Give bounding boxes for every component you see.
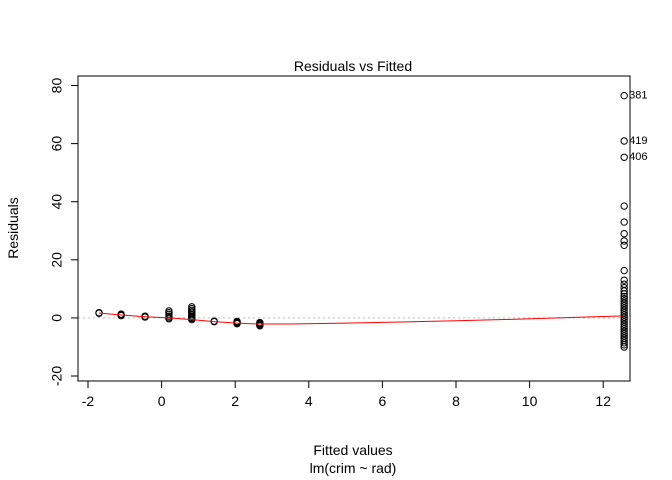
- data-point: [620, 241, 628, 249]
- data-point: [620, 218, 628, 226]
- plot-frame: [77, 75, 631, 382]
- data-point: [620, 137, 628, 145]
- point-label: 381: [629, 90, 647, 102]
- y-tick-label: -20: [49, 366, 65, 386]
- y-tick-label: 40: [49, 194, 65, 210]
- points-layer: [95, 91, 628, 351]
- x-tick-label: 6: [379, 393, 387, 409]
- data-point: [620, 343, 628, 351]
- x-tick-label: 8: [452, 393, 460, 409]
- data-point: [620, 297, 628, 305]
- data-point: [620, 295, 628, 303]
- data-point: [620, 304, 628, 312]
- x-tick-label: 4: [305, 393, 313, 409]
- data-point: [256, 322, 264, 330]
- chart-title: Residuals vs Fitted: [294, 58, 412, 74]
- data-point: [620, 287, 628, 295]
- point-labels-layer: 381 419 406: [629, 90, 647, 164]
- data-point: [620, 229, 628, 238]
- y-tick-label: 80: [49, 78, 65, 94]
- y-axis: -20 0 20 40 60 80: [49, 78, 79, 386]
- data-point: [620, 311, 628, 319]
- data-point: [620, 313, 628, 322]
- data-point: [620, 322, 628, 331]
- data-point: [620, 306, 628, 315]
- x-tick-label: -2: [82, 393, 95, 409]
- data-point: [620, 292, 628, 301]
- x-tick-label: 0: [158, 393, 166, 409]
- y-tick-label: 20: [49, 252, 65, 268]
- data-point: [620, 325, 628, 333]
- x-axis: -2 0 2 4 6 8 10 12: [82, 380, 611, 409]
- data-point: [620, 341, 628, 349]
- y-axis-label: Residuals: [5, 197, 21, 258]
- data-point: [620, 302, 628, 310]
- smooth-line: [98, 312, 625, 325]
- data-point: [620, 290, 628, 298]
- y-tick-label: 60: [49, 136, 65, 152]
- data-point: [620, 315, 628, 324]
- x-tick-label: 2: [231, 393, 239, 409]
- data-point: [620, 266, 628, 275]
- data-point: [620, 320, 628, 328]
- point-label: 419: [629, 135, 647, 147]
- point-label: 406: [629, 151, 647, 163]
- data-point: [620, 153, 628, 161]
- data-point: [620, 276, 628, 284]
- data-point: [620, 329, 628, 338]
- data-point: [620, 299, 628, 308]
- data-point: [620, 339, 628, 347]
- x-axis-label: Fitted values: [313, 442, 392, 458]
- y-tick-label: 0: [49, 314, 65, 322]
- data-point: [165, 315, 173, 323]
- x-tick-label: 10: [522, 393, 538, 409]
- data-point: [620, 237, 628, 245]
- data-point: [620, 91, 628, 100]
- model-formula-label: lm(crim ~ rad): [310, 460, 397, 476]
- x-tick-label: 12: [595, 393, 611, 409]
- data-point: [620, 332, 628, 340]
- data-point: [620, 202, 628, 210]
- data-point: [620, 327, 628, 335]
- data-point: [620, 318, 628, 326]
